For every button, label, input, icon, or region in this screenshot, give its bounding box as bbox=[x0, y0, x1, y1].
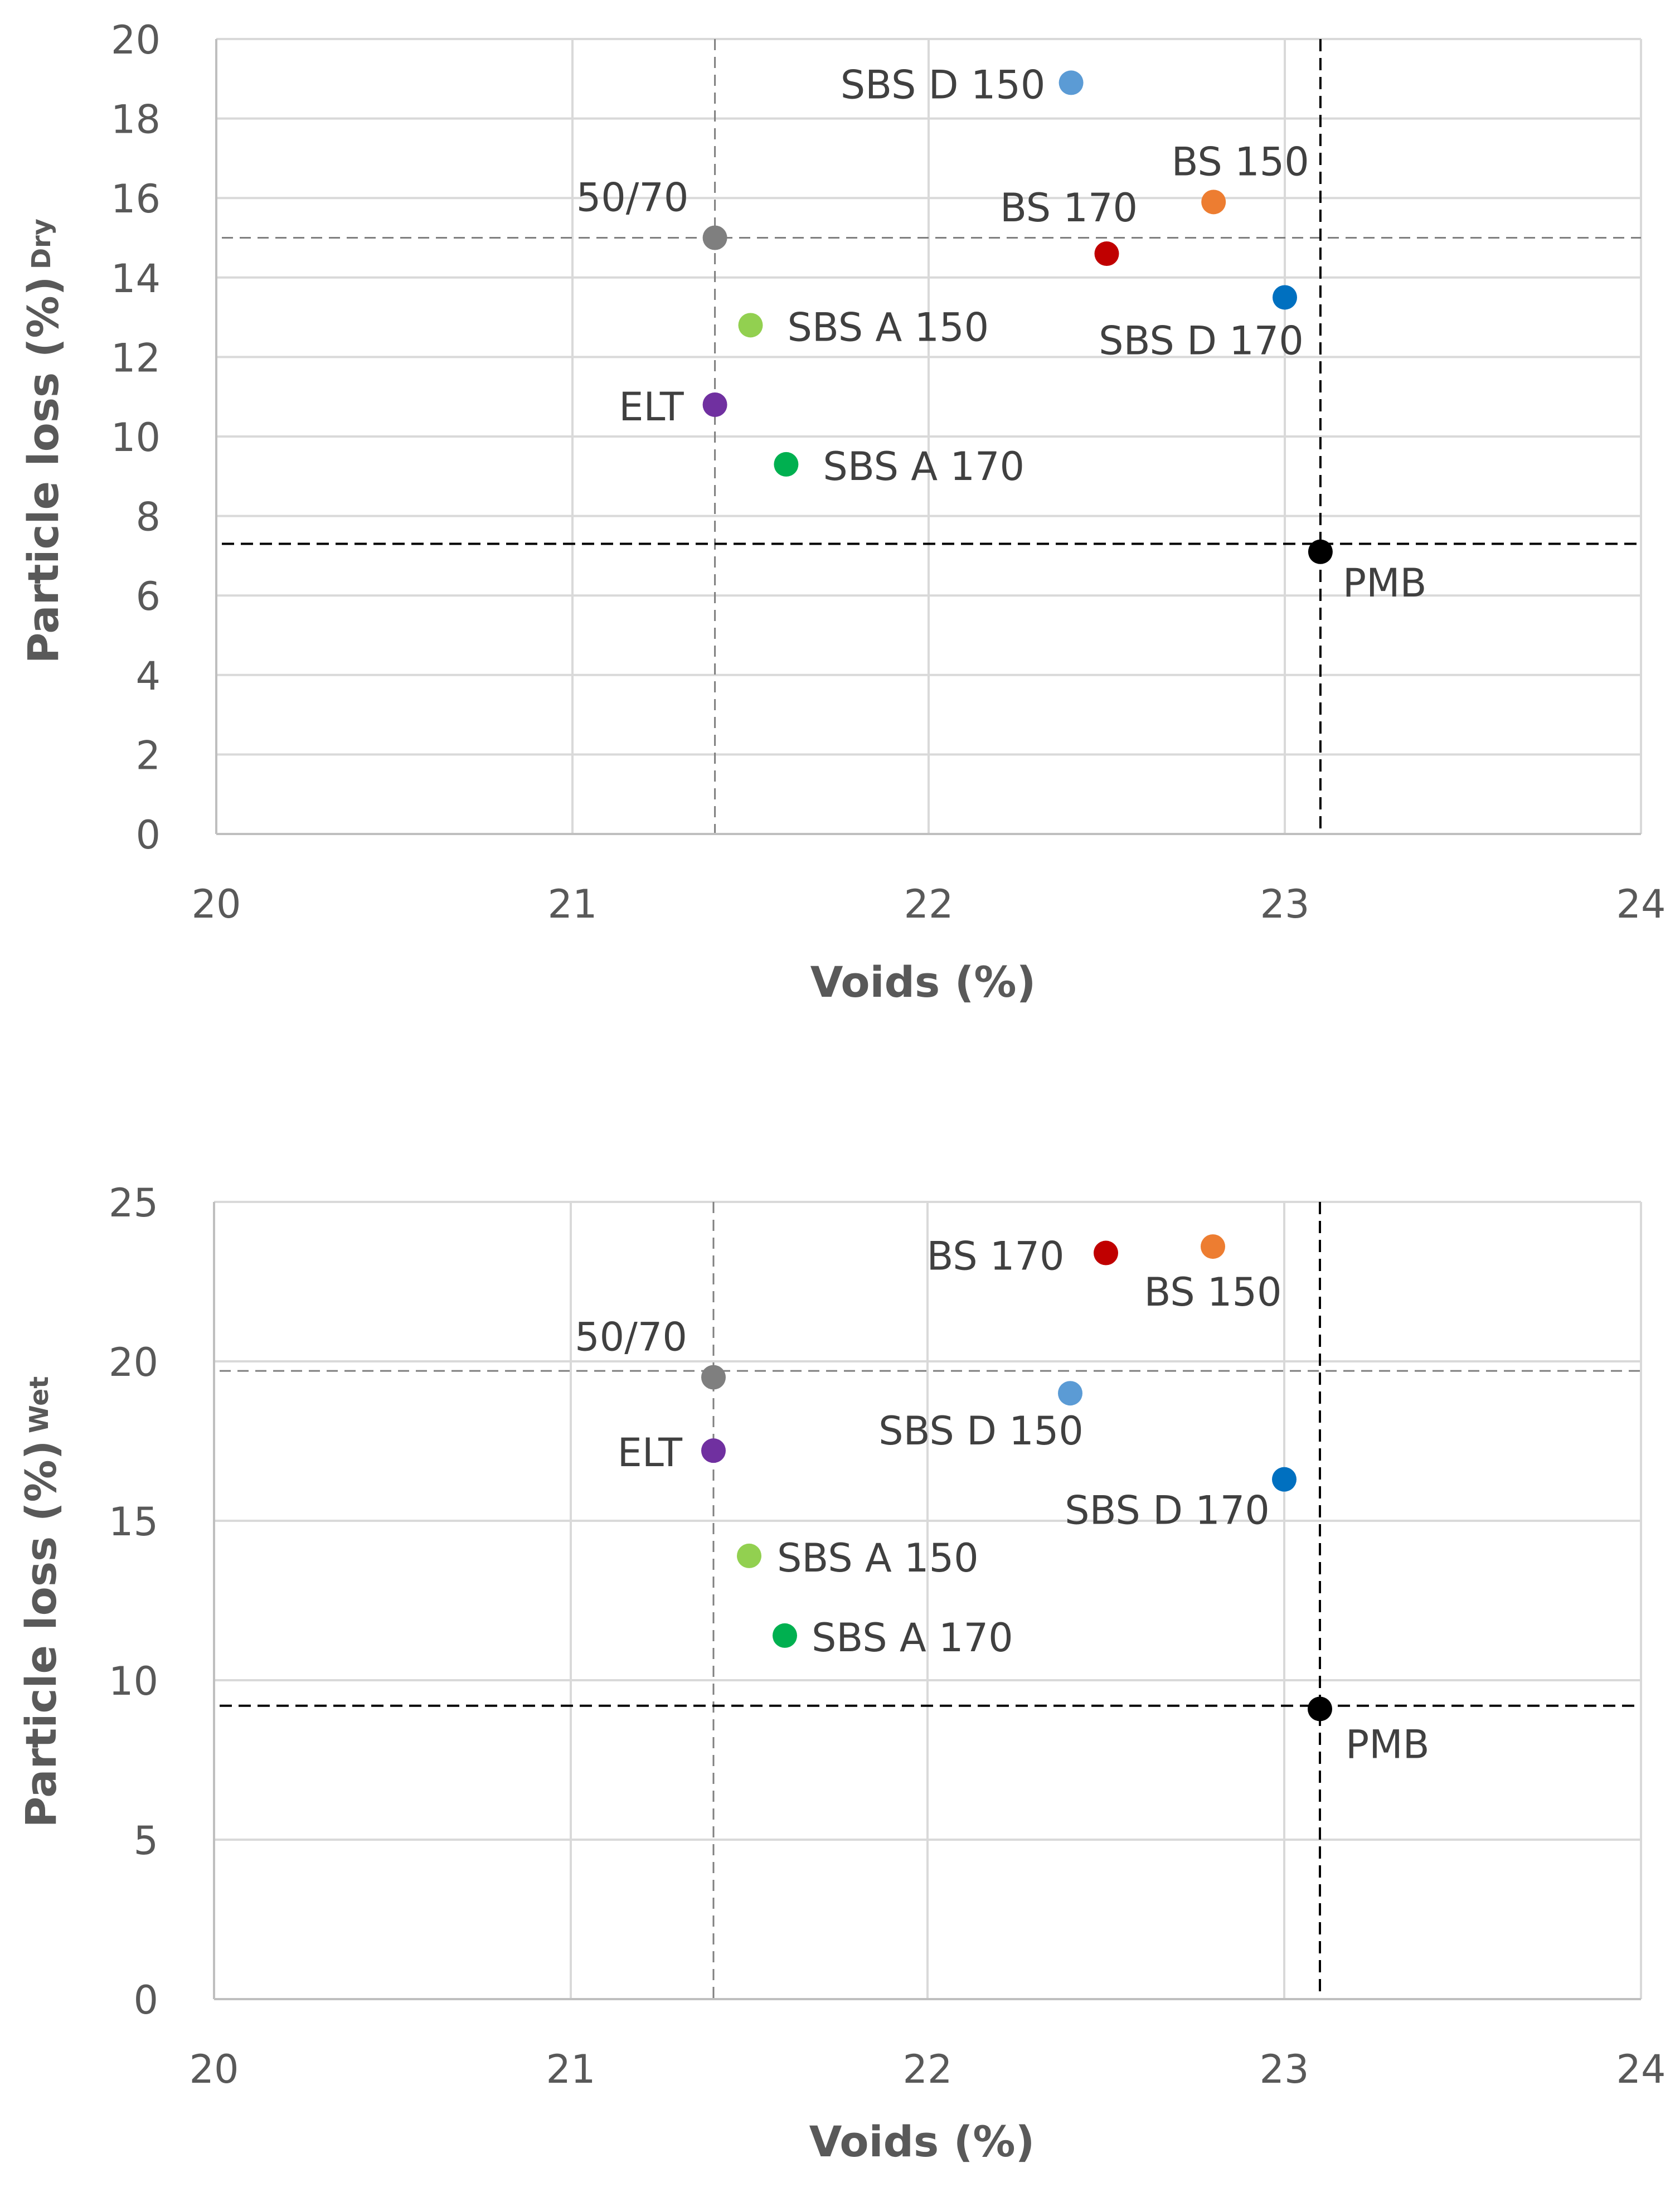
x-axis-title: Voids (%) bbox=[810, 957, 1036, 1007]
wet-particle-loss-chart: 0 5 10 15 20 25 20 21 22 23 24 Voids (%) Particle lo… bbox=[16, 1180, 1666, 2166]
data-point-bs-170 bbox=[1094, 241, 1119, 266]
x-tick-label: 20 bbox=[189, 2046, 239, 2092]
data-point-sbs-d-170 bbox=[1272, 1467, 1297, 1492]
data-label: SBS A 150 bbox=[777, 1535, 979, 1581]
data-point-sbs-d-150 bbox=[1059, 70, 1084, 95]
y-tick-label: 8 bbox=[135, 494, 161, 540]
data-label: PMB bbox=[1346, 1721, 1430, 1767]
x-tick-label: 21 bbox=[546, 2046, 595, 2092]
y-tick-label: 2 bbox=[135, 733, 161, 778]
x-tick-label: 23 bbox=[1260, 881, 1309, 927]
data-label: SBS D 150 bbox=[841, 62, 1046, 108]
data-label: PMB bbox=[1343, 560, 1427, 606]
data-label: BS 150 bbox=[1172, 139, 1309, 185]
y-tick-label: 10 bbox=[109, 1658, 158, 1704]
x-tick-label: 22 bbox=[904, 881, 953, 927]
y-tick-label: 10 bbox=[111, 415, 161, 460]
x-tick-label: 22 bbox=[902, 2046, 952, 2092]
data-point-elt bbox=[701, 1438, 726, 1463]
data-point-pmb bbox=[1308, 539, 1333, 564]
x-tick-label: 20 bbox=[191, 881, 241, 927]
data-label: SBS A 170 bbox=[812, 1615, 1013, 1661]
x-axis-title: Voids (%) bbox=[809, 2117, 1035, 2166]
data-point-sbs-d-170 bbox=[1273, 285, 1297, 310]
data-label: ELT bbox=[619, 384, 684, 430]
y-axis-title: Particle loss (%) bbox=[18, 277, 68, 664]
x-tick-label: 21 bbox=[547, 881, 597, 927]
y-tick-label: 25 bbox=[109, 1180, 158, 1226]
y-tick-label: 5 bbox=[133, 1818, 158, 1864]
data-label: SBS D 170 bbox=[1099, 318, 1304, 363]
data-point-sbs-a-170 bbox=[774, 452, 799, 477]
data-point-50-70 bbox=[702, 225, 727, 250]
y-axis-superscript: Wet bbox=[24, 1376, 54, 1433]
data-point-sbs-a-150 bbox=[738, 313, 763, 338]
data-point-sbs-a-150 bbox=[737, 1543, 761, 1568]
x-tick-label: 24 bbox=[1616, 881, 1666, 927]
data-point-elt bbox=[702, 392, 727, 417]
data-point-bs-150 bbox=[1201, 1234, 1225, 1259]
y-axis-superscript: Dry bbox=[26, 219, 56, 269]
y-tick-label: 6 bbox=[135, 574, 161, 619]
y-tick-label: 4 bbox=[135, 653, 161, 699]
y-axis-title: Particle loss (%) bbox=[16, 1441, 66, 1828]
y-tick-label: 0 bbox=[133, 1977, 158, 2023]
data-label: 50/70 bbox=[575, 1315, 687, 1360]
x-tick-label: 23 bbox=[1259, 2046, 1309, 2092]
y-tick-label: 18 bbox=[111, 97, 161, 143]
data-label: 50/70 bbox=[576, 175, 689, 221]
y-tick-label: 15 bbox=[109, 1499, 158, 1545]
y-tick-label: 14 bbox=[111, 256, 161, 302]
data-label: SBS A 170 bbox=[823, 444, 1024, 489]
data-point-bs-170 bbox=[1094, 1240, 1118, 1265]
y-tick-label: 12 bbox=[111, 335, 161, 381]
y-tick-label: 0 bbox=[135, 812, 161, 858]
data-point-bs-150 bbox=[1201, 190, 1226, 215]
data-label: SBS D 170 bbox=[1065, 1488, 1270, 1534]
data-label: ELT bbox=[618, 1430, 683, 1476]
data-label: SBS A 150 bbox=[788, 304, 989, 350]
y-tick-label: 16 bbox=[111, 176, 161, 222]
data-label: SBS D 150 bbox=[878, 1408, 1084, 1454]
x-tick-label: 24 bbox=[1616, 2046, 1666, 2092]
data-label: BS 170 bbox=[1000, 185, 1138, 231]
data-label: BS 170 bbox=[926, 1234, 1064, 1279]
data-label: BS 150 bbox=[1144, 1269, 1281, 1315]
y-tick-label: 20 bbox=[109, 1340, 158, 1385]
y-tick-label: 20 bbox=[111, 17, 161, 63]
data-point-pmb bbox=[1308, 1696, 1332, 1721]
data-point-50-70 bbox=[701, 1365, 726, 1390]
data-point-sbs-d-150 bbox=[1058, 1381, 1082, 1406]
data-point-sbs-a-170 bbox=[773, 1623, 797, 1648]
